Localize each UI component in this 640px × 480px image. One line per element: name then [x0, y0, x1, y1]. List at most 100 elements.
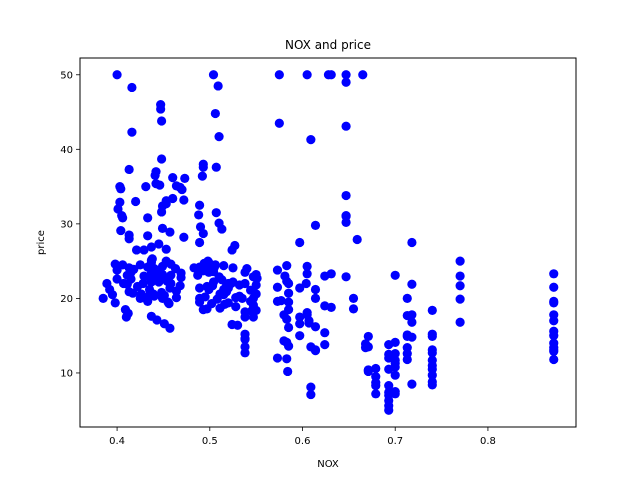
data-point [125, 234, 134, 243]
data-point [126, 274, 135, 283]
data-point [199, 163, 208, 172]
data-point [311, 294, 320, 303]
data-point [364, 342, 373, 351]
data-point [284, 342, 293, 351]
data-point [115, 198, 124, 207]
data-point [180, 174, 189, 183]
data-point [384, 401, 393, 410]
data-point [407, 318, 416, 327]
data-point [231, 302, 240, 311]
data-point [295, 331, 304, 340]
data-point [195, 201, 204, 210]
data-point [353, 235, 362, 244]
data-point [320, 340, 329, 349]
data-point [177, 185, 186, 194]
data-point [284, 305, 293, 314]
data-point [194, 210, 203, 219]
data-point [116, 226, 125, 235]
data-point [168, 194, 177, 203]
data-point [371, 381, 380, 390]
data-point [428, 306, 437, 315]
data-point [116, 184, 125, 193]
data-point [99, 294, 108, 303]
data-point [156, 100, 165, 109]
data-point [252, 306, 261, 315]
data-point [209, 70, 218, 79]
data-point [162, 245, 171, 254]
data-point [349, 294, 358, 303]
data-point [456, 271, 465, 280]
data-point [428, 361, 437, 370]
data-point [549, 269, 558, 278]
data-point [219, 261, 228, 270]
data-point [242, 264, 251, 273]
data-point [212, 208, 221, 217]
data-point [238, 294, 247, 303]
y-tick-label: 40 [60, 145, 73, 156]
data-point [391, 387, 400, 396]
y-tick-label: 50 [60, 70, 73, 81]
x-tick-label: 0.6 [295, 436, 311, 447]
data-point [176, 281, 185, 290]
data-point [311, 285, 320, 294]
data-point [341, 122, 350, 131]
data-point [118, 213, 127, 222]
data-point [252, 289, 261, 298]
data-point [164, 299, 173, 308]
data-point [176, 268, 185, 277]
data-point [302, 279, 311, 288]
data-point [108, 290, 117, 299]
data-point [327, 303, 336, 312]
data-point [148, 254, 157, 263]
data-point [407, 238, 416, 247]
data-point [273, 265, 282, 274]
data-point [127, 128, 136, 137]
data-point [211, 109, 220, 118]
data-point [275, 119, 284, 128]
data-point [155, 181, 164, 190]
x-axis-label: NOX [317, 459, 339, 470]
x-tick-label: 0.7 [387, 436, 403, 447]
data-point [217, 224, 226, 233]
data-point [403, 349, 412, 358]
data-point [284, 289, 293, 298]
data-point [327, 269, 336, 278]
data-point [456, 281, 465, 290]
data-point [391, 338, 400, 347]
data-point [252, 274, 261, 283]
data-point [165, 227, 174, 236]
data-point [456, 318, 465, 327]
data-point [212, 163, 221, 172]
data-point [141, 182, 150, 191]
data-point [143, 231, 152, 240]
data-point [407, 280, 416, 289]
x-tick-label: 0.4 [109, 436, 125, 447]
chart-title: NOX and price [285, 38, 371, 52]
data-point [211, 260, 220, 269]
data-point [320, 328, 329, 337]
data-point [349, 304, 358, 313]
data-point [341, 212, 350, 221]
data-point [179, 233, 188, 242]
data-point [230, 241, 239, 250]
data-point [166, 279, 175, 288]
data-point [311, 221, 320, 230]
data-point [165, 324, 174, 333]
data-point [154, 239, 163, 248]
data-point [143, 213, 152, 222]
y-axis-label: price [36, 230, 47, 255]
data-point [306, 390, 315, 399]
data-point [233, 321, 242, 330]
data-point [456, 295, 465, 304]
data-point [282, 354, 291, 363]
x-tick-label: 0.5 [202, 436, 218, 447]
data-point [240, 348, 249, 357]
data-point [306, 135, 315, 144]
data-point [295, 238, 304, 247]
data-point [131, 197, 140, 206]
data-point [273, 353, 282, 362]
y-tick-label: 20 [60, 294, 73, 305]
x-tick-label: 0.8 [480, 436, 496, 447]
